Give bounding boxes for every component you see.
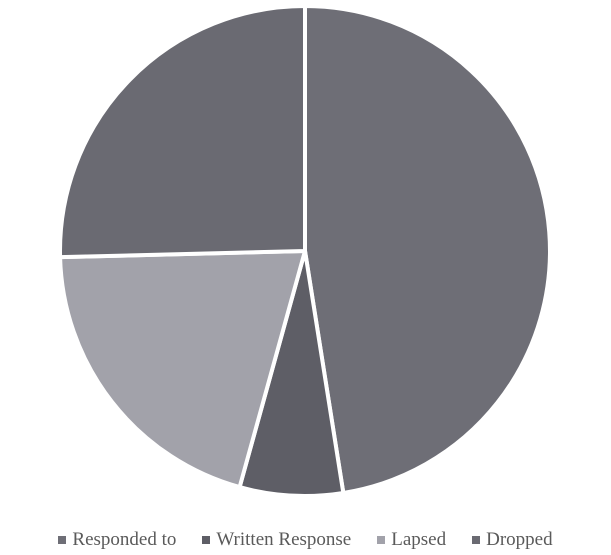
pie-slice-dropped [58,4,307,260]
legend-item-responded-to: Responded to [58,529,176,551]
legend-label-lapsed: Lapsed [391,529,447,550]
pie-slices [58,4,552,498]
pie-slice-responded-to [303,4,552,495]
legend-swatch-lapsed [377,536,386,544]
legend-label-dropped: Dropped [486,529,553,550]
legend-label-responded-to: Responded to [72,529,177,550]
legend-swatch-responded-to [58,536,67,544]
legend-swatch-written-response [202,536,211,544]
pie-slice-written-response [237,249,346,498]
legend: Responded to Written Response Lapsed Dro… [0,528,611,552]
legend-label-written-response: Written Response [216,529,352,550]
legend-item-dropped: Dropped [472,529,553,551]
legend-item-written-response: Written Response [202,529,351,551]
legend-swatch-dropped [472,536,481,544]
legend-item-lapsed: Lapsed [377,529,446,551]
pie-slice-lapsed [58,249,307,490]
